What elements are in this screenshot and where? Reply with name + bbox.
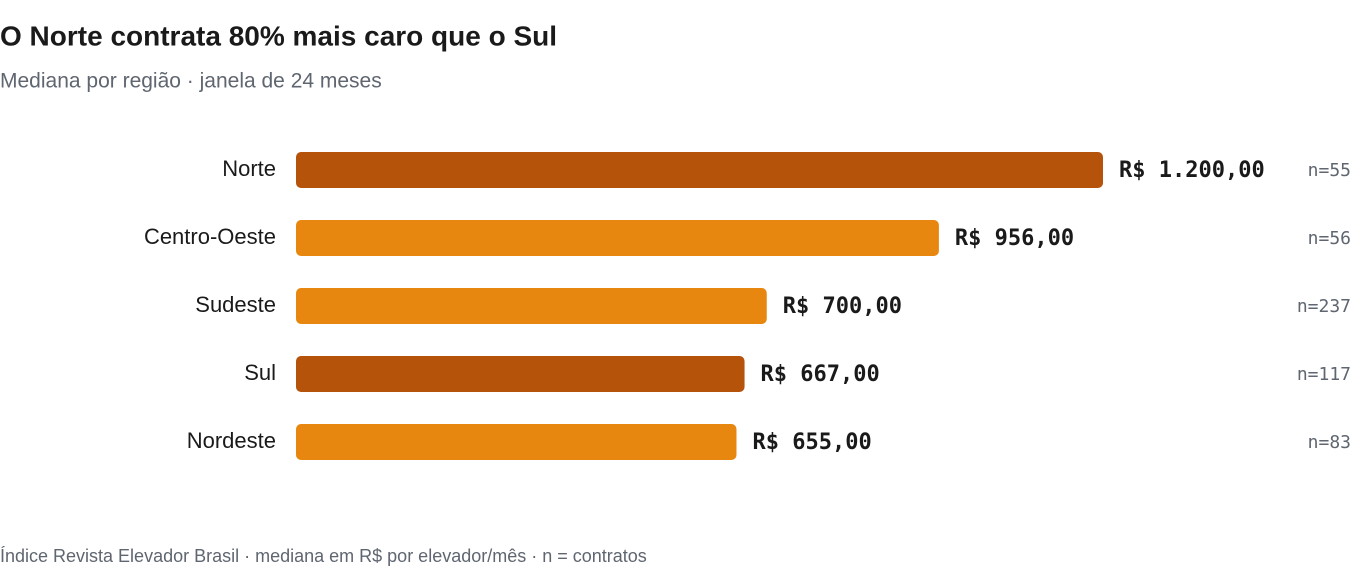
value-label: R$ 667,00 [761, 362, 880, 387]
bar [296, 288, 767, 324]
category-label: Sudeste [195, 292, 276, 317]
bar [296, 220, 939, 256]
value-label: R$ 956,00 [955, 226, 1074, 251]
n-label: n=56 [1308, 228, 1351, 249]
value-label: R$ 700,00 [783, 294, 902, 319]
value-label: R$ 1.200,00 [1119, 158, 1265, 183]
category-label: Centro-Oeste [144, 224, 276, 249]
bar [296, 424, 737, 460]
category-label: Norte [222, 156, 276, 181]
n-label: n=117 [1297, 364, 1351, 385]
value-label: R$ 655,00 [752, 430, 871, 455]
chart-subtitle: Mediana por região · janela de 24 meses [0, 70, 382, 93]
n-label: n=55 [1308, 160, 1351, 181]
chart-title: O Norte contrata 80% mais caro que o Sul [0, 20, 557, 51]
category-label: Sul [244, 360, 276, 385]
chart-footer: Índice Revista Elevador Brasil · mediana… [0, 546, 647, 566]
n-label: n=83 [1308, 432, 1351, 453]
bar [296, 152, 1103, 188]
bar [296, 356, 745, 392]
category-label: Nordeste [187, 428, 276, 453]
n-label: n=237 [1297, 296, 1351, 317]
